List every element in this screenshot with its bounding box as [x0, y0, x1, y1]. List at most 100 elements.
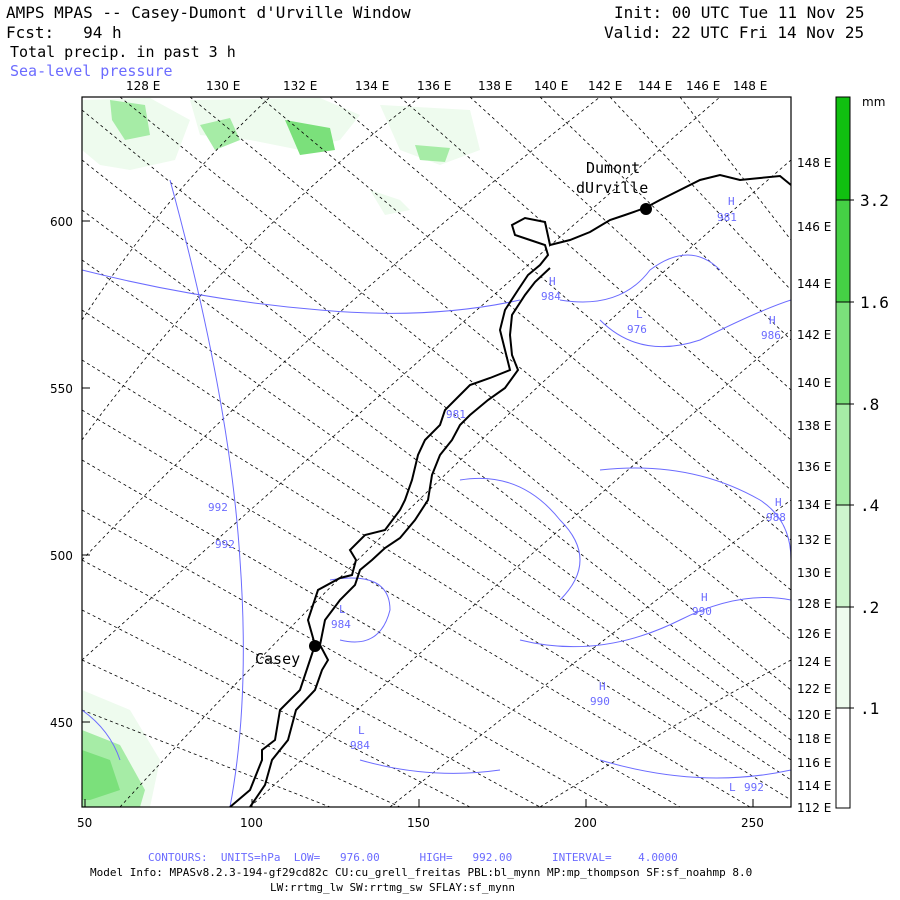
top-lon-142: 142 E	[588, 79, 622, 93]
right-lon-122: 122 E	[797, 682, 831, 696]
colorbar-swatch	[836, 97, 850, 200]
contour-value: 990	[692, 605, 712, 618]
colorbar-swatch	[836, 708, 850, 808]
top-lon-134: 134 E	[355, 79, 389, 93]
right-lon-140: 140 E	[797, 376, 831, 390]
colorbar-label-1.6: 1.6	[860, 293, 889, 312]
top-lon-140: 140 E	[534, 79, 568, 93]
contour-letter: H	[769, 314, 776, 327]
left-label-550: 550	[50, 382, 73, 396]
casey-label: Casey	[255, 650, 300, 668]
lat-lon-grid	[82, 97, 791, 807]
casey-marker	[309, 640, 321, 652]
colorbar-swatch	[836, 607, 850, 708]
contour-value: 981	[446, 408, 466, 421]
right-lon-112: 112 E	[797, 801, 831, 815]
left-label-450: 450	[50, 716, 73, 730]
right-lon-134: 134 E	[797, 498, 831, 512]
colorbar-swatch	[836, 505, 850, 607]
right-lon-126: 126 E	[797, 627, 831, 641]
dumont-label-2: dUrville	[576, 179, 648, 197]
contour-letter: L	[358, 724, 365, 737]
contour-letter: L	[339, 603, 346, 616]
plot-frame	[81, 96, 792, 808]
top-longitude-labels: 128 E 130 E 132 E 134 E 136 E 138 E 140 …	[126, 79, 767, 93]
left-label-600: 600	[50, 215, 73, 229]
left-grid-labels: 600 550 500 450	[50, 215, 73, 730]
right-lon-130: 130 E	[797, 566, 831, 580]
colorbar-label-0.1: .1	[860, 699, 879, 718]
contour-value: 981	[717, 211, 737, 224]
contour-value: 976	[627, 323, 647, 336]
precip-colorbar: mm 3.2 1.6 .8 .4 .2 .1	[835, 95, 889, 809]
contour-letter: L	[636, 308, 643, 321]
colorbar-swatch	[836, 302, 850, 404]
contour-value: 992	[744, 781, 764, 794]
contour-value: 986	[761, 329, 781, 342]
model-info-line1: Model Info: MPASv8.2.3-194-gf29cd82c CU:…	[90, 866, 753, 879]
dumont-durville-marker	[640, 203, 652, 215]
right-lon-132: 132 E	[797, 533, 831, 547]
contour-value: 990	[590, 695, 610, 708]
map-title: AMPS MPAS -- Casey-Dumont d'Urville Wind…	[6, 3, 411, 22]
contour-letter: H	[549, 275, 556, 288]
right-lon-136: 136 E	[797, 460, 831, 474]
contour-value: 992	[215, 538, 235, 551]
contour-letter: L	[729, 781, 736, 794]
bottom-grid-labels: 50 100 150 200 250	[77, 816, 764, 830]
valid-time: Valid: 22 UTC Fri 14 Nov 25	[604, 23, 865, 42]
bottom-label-150: 150	[407, 816, 430, 830]
bottom-label-50: 50	[77, 816, 92, 830]
model-info-line2: LW:rrtmg_lw SW:rrtmg_sw SFLAY:sf_mynn	[270, 881, 516, 894]
colorbar-label-3.2: 3.2	[860, 191, 889, 210]
contour-letter: H	[728, 195, 735, 208]
contour-value: 984	[331, 618, 351, 631]
right-lon-128: 128 E	[797, 597, 831, 611]
left-label-500: 500	[50, 549, 73, 563]
axis-ticks	[82, 220, 754, 807]
bottom-label-100: 100	[240, 816, 263, 830]
contour-letter: H	[701, 591, 708, 604]
slp-contours	[82, 179, 791, 807]
dumont-label-1: Dumont	[586, 159, 640, 177]
right-lon-118: 118 E	[797, 732, 831, 746]
colorbar-swatch	[836, 200, 850, 302]
contour-info: CONTOURS: UNITS=hPa LOW= 976.00 HIGH= 99…	[148, 851, 678, 864]
contour-value: 984	[541, 290, 561, 303]
right-lon-142: 142 E	[797, 328, 831, 342]
right-lon-146: 146 E	[797, 220, 831, 234]
right-lon-138: 138 E	[797, 419, 831, 433]
colorbar-swatch	[836, 404, 850, 505]
right-lon-124: 124 E	[797, 655, 831, 669]
forecast-hour: Fcst: 94 h	[6, 23, 122, 42]
top-lon-148: 148 E	[733, 79, 767, 93]
init-time: Init: 00 UTC Tue 11 Nov 25	[614, 3, 865, 22]
precip-fill	[82, 98, 480, 807]
right-longitude-labels: 148 E 146 E 144 E 142 E 140 E 138 E 136 …	[797, 156, 831, 815]
top-lon-138: 138 E	[478, 79, 512, 93]
top-lon-130: 130 E	[206, 79, 240, 93]
top-lon-146: 146 E	[686, 79, 720, 93]
contour-value: 988	[766, 511, 786, 524]
colorbar-label-0.8: .8	[860, 395, 879, 414]
field-precip-label: Total precip. in past 3 h	[10, 43, 236, 61]
right-lon-144: 144 E	[797, 277, 831, 291]
colorbar-label-0.4: .4	[860, 496, 879, 515]
bottom-label-250: 250	[741, 816, 764, 830]
contour-labels: H 981 H 984 L 976 H 986 981 H 988 992 99…	[208, 195, 786, 794]
contour-value: 992	[208, 501, 228, 514]
contour-letter: H	[775, 496, 782, 509]
colorbar-label-0.2: .2	[860, 598, 879, 617]
right-lon-116: 116 E	[797, 756, 831, 770]
top-lon-128: 128 E	[126, 79, 160, 93]
contour-letter: H	[599, 680, 606, 693]
right-lon-114: 114 E	[797, 779, 831, 793]
bottom-label-200: 200	[574, 816, 597, 830]
contour-value: 984	[350, 739, 370, 752]
colorbar-unit: mm	[862, 95, 885, 109]
right-lon-148: 148 E	[797, 156, 831, 170]
top-lon-136: 136 E	[417, 79, 451, 93]
top-lon-132: 132 E	[283, 79, 317, 93]
field-slp-label: Sea-level pressure	[10, 62, 173, 80]
